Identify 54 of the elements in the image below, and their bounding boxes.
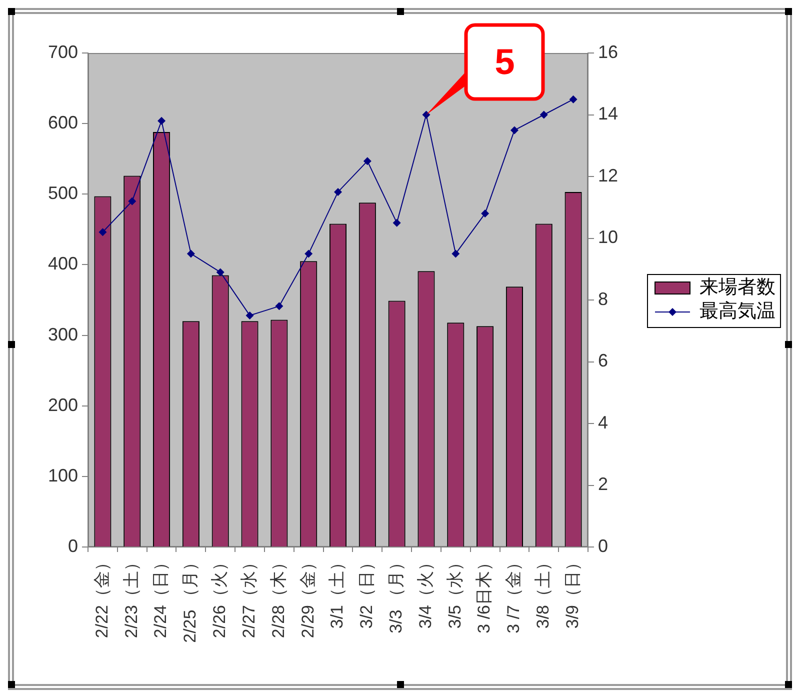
point xyxy=(98,228,107,236)
y2-tick-label: 8 xyxy=(598,288,608,309)
point xyxy=(246,311,254,320)
legend-label: 最高気温 xyxy=(700,300,776,322)
x-tick-label: 2/27（水） xyxy=(239,554,258,638)
annotation: 5 xyxy=(494,41,515,82)
x-tick-label: 2/26（火） xyxy=(210,554,230,638)
y2-tick-label: 12 xyxy=(598,165,618,186)
point xyxy=(216,268,224,276)
y2-tick-label: 2 xyxy=(598,474,608,494)
x-tick-label: 2/24（日） xyxy=(151,554,170,638)
legend-label: 来場者数 xyxy=(700,277,776,298)
x-tick-label: 2/28（木） xyxy=(268,554,288,638)
x-tick-label: 3 /7（金） xyxy=(504,554,524,634)
y-tick-label: 500 xyxy=(48,183,78,204)
y2-tick-label: 6 xyxy=(598,350,608,371)
point xyxy=(510,126,518,134)
point xyxy=(363,157,372,166)
point xyxy=(158,116,166,125)
point xyxy=(186,250,195,258)
point xyxy=(452,250,460,258)
x-tick-label: 2/23（土） xyxy=(122,554,141,638)
y2-tick-label: 0 xyxy=(598,536,608,556)
y2-tick-label: 4 xyxy=(598,412,608,432)
point xyxy=(422,110,430,119)
y2-tick-label: 16 xyxy=(598,42,618,62)
point xyxy=(128,197,136,206)
x-tick-label: 2/22（金） xyxy=(92,554,112,638)
point xyxy=(334,188,342,196)
x-tick-label: 3 /6日木） xyxy=(474,554,494,634)
point xyxy=(304,250,313,258)
point xyxy=(540,110,548,119)
point xyxy=(392,218,401,227)
point xyxy=(481,210,490,218)
y-tick-label: 100 xyxy=(48,465,78,486)
y-tick-label: 600 xyxy=(48,112,78,133)
x-tick-label: 3/9（日） xyxy=(562,554,582,629)
x-tick-label: 3/4（火） xyxy=(416,554,435,629)
x-tick-label: 3/3 （月） xyxy=(386,554,406,634)
point xyxy=(569,95,578,104)
y-tick-label: 400 xyxy=(48,254,78,274)
point xyxy=(275,302,284,310)
x-tick-label: 3/1（土） xyxy=(328,554,347,629)
x-tick-label: 2/29（金） xyxy=(298,554,318,638)
y-tick-label: 700 xyxy=(48,42,78,62)
y2-tick-label: 14 xyxy=(598,104,618,124)
x-tick-label: 2/25 （月） xyxy=(180,554,200,643)
x-tick-label: 3/5（水） xyxy=(445,554,464,629)
x-tick-label: 3/2（日） xyxy=(357,554,376,629)
y-tick-label: 0 xyxy=(68,536,78,556)
y-tick-label: 200 xyxy=(48,394,78,415)
x-tick-label: 3/8（土） xyxy=(534,554,553,629)
y-tick-label: 300 xyxy=(48,324,78,344)
y2-tick-label: 10 xyxy=(598,227,618,248)
